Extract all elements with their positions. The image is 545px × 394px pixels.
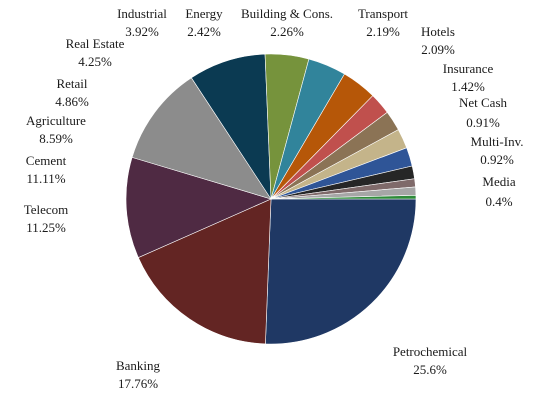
slice-value-label: 25.6% bbox=[413, 362, 447, 377]
slice-label: Insurance bbox=[443, 61, 494, 76]
pie-slices bbox=[125, 53, 417, 345]
pie-slice-cement bbox=[131, 77, 272, 200]
slice-value-label: 8.59% bbox=[39, 131, 73, 146]
slice-value-label: 4.25% bbox=[78, 54, 112, 69]
slice-label: Energy bbox=[185, 6, 223, 21]
slice-label: Media bbox=[482, 174, 515, 189]
slice-value-label: 4.86% bbox=[55, 94, 89, 109]
pie-slice-media bbox=[270, 195, 417, 200]
slice-labels: Petrochemical 25.6% Banking 17.76% Telecom 11… bbox=[24, 6, 524, 391]
slice-label: Net Cash bbox=[459, 95, 508, 110]
slice-value-label: 2.26% bbox=[270, 24, 304, 39]
pie-slice-petrochemical bbox=[265, 198, 417, 345]
slice-value-label: 17.76% bbox=[118, 376, 158, 391]
slice-value-label: 2.42% bbox=[187, 24, 221, 39]
slice-value-label: 2.09% bbox=[421, 42, 455, 57]
pie-slice-banking bbox=[137, 198, 272, 345]
slice-label: Retail bbox=[56, 76, 87, 91]
slice-value-label: 0.4% bbox=[485, 194, 512, 209]
slice-label: Real Estate bbox=[66, 36, 125, 51]
slice-value-label: 0.91% bbox=[466, 115, 500, 130]
slice-label: Banking bbox=[116, 358, 161, 373]
slice-label: Building & Cons. bbox=[241, 6, 333, 21]
slice-label: Multi-Inv. bbox=[471, 134, 524, 149]
slice-value-label: 2.19% bbox=[366, 24, 400, 39]
slice-label: Agriculture bbox=[26, 113, 86, 128]
slice-label: Transport bbox=[358, 6, 408, 21]
pie-slice-telecom bbox=[125, 156, 272, 258]
slice-label: Hotels bbox=[421, 24, 455, 39]
slice-value-label: 3.92% bbox=[125, 24, 159, 39]
slice-value-label: 0.92% bbox=[480, 152, 514, 167]
slice-value-label: 11.25% bbox=[26, 220, 66, 235]
slice-label: Cement bbox=[26, 153, 67, 168]
slice-label: Industrial bbox=[117, 6, 167, 21]
slice-value-label: 1.42% bbox=[451, 79, 485, 94]
slice-value-label: 11.11% bbox=[26, 171, 65, 186]
slice-label: Petrochemical bbox=[393, 344, 468, 359]
slice-label: Telecom bbox=[24, 202, 69, 217]
